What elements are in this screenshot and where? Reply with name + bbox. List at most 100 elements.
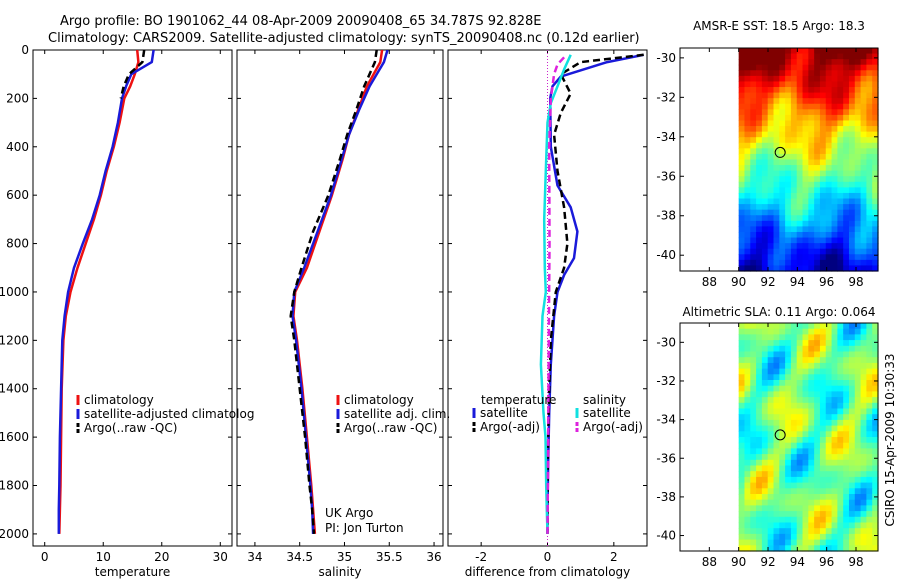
heatmap-cell <box>790 397 798 404</box>
heatmap-cell <box>756 425 763 432</box>
heatmap-cell <box>872 142 879 149</box>
heatmap-cell <box>843 265 850 272</box>
heatmap-cell <box>854 148 862 155</box>
heatmap-cell <box>848 64 856 71</box>
heatmap-cell <box>854 533 862 541</box>
heatmap-cell <box>848 391 856 398</box>
heatmap-cell <box>767 402 775 410</box>
heatmap-cell <box>761 471 769 478</box>
heatmap-cell <box>779 511 786 518</box>
heatmap-cell <box>785 397 792 404</box>
heatmap-cell <box>837 209 844 216</box>
heatmap-cell <box>825 528 833 535</box>
heatmap-cell <box>819 511 827 518</box>
heatmap-cell <box>819 103 827 110</box>
heatmap-cell <box>750 126 757 133</box>
heatmap-cell <box>796 204 804 211</box>
heatmap-cell <box>738 385 746 392</box>
heatmap-cell <box>866 220 873 227</box>
heatmap-cell <box>814 391 821 398</box>
heatmap-cell <box>819 70 827 77</box>
heatmap-cell <box>808 488 815 495</box>
heatmap-cell <box>825 357 833 364</box>
heatmap-cell <box>831 539 838 546</box>
heatmap-cell <box>738 397 746 404</box>
heatmap-cell <box>796 482 804 489</box>
heatmap-cell <box>831 351 838 358</box>
heatmap-cell <box>756 192 763 200</box>
heatmap-cell <box>866 226 873 233</box>
heatmap-cell <box>790 81 798 88</box>
heatmap-cell <box>773 345 780 353</box>
heatmap-cell <box>872 334 879 341</box>
heatmap-cell <box>854 170 862 177</box>
heatmap-cell <box>767 465 775 472</box>
heatmap-cell <box>848 243 856 250</box>
heatmap-cell <box>796 131 804 138</box>
heatmap-cell <box>773 120 780 127</box>
heatmap-cell <box>744 254 751 261</box>
heatmap-cell <box>802 243 809 250</box>
heatmap-cell <box>761 165 769 172</box>
xtick-label: 20 <box>154 550 169 564</box>
heatmap-cell <box>872 397 879 404</box>
heatmap-cell <box>819 192 827 200</box>
heatmap-cell <box>825 545 833 552</box>
heatmap-cell <box>744 64 751 71</box>
heatmap-cell <box>738 357 746 364</box>
heatmap-cell <box>872 345 879 353</box>
heatmap-cell <box>843 81 850 88</box>
heatmap-cell <box>785 482 792 489</box>
heatmap-cell <box>750 153 757 161</box>
heatmap-cell <box>866 499 873 506</box>
heatmap-cell <box>854 109 862 116</box>
heatmap-cell <box>831 385 838 392</box>
heatmap-cell <box>744 533 751 541</box>
heatmap-cell <box>872 98 879 105</box>
heatmap-cell <box>750 75 757 83</box>
heatmap-cell <box>744 137 751 144</box>
heatmap-cell <box>848 48 856 55</box>
legend-salinity-1-label: satellite adj. clim. <box>344 407 450 421</box>
heatmap-cell <box>819 59 827 66</box>
heatmap-cell <box>819 109 827 116</box>
heatmap-cell <box>843 103 850 110</box>
heatmap-cell <box>750 431 757 438</box>
heatmap-cell <box>767 362 775 370</box>
heatmap-cell <box>814 192 821 200</box>
heatmap-cell <box>802 374 809 381</box>
heatmap-cell <box>761 81 769 88</box>
heatmap-cell <box>825 425 833 432</box>
heatmap-cell <box>814 471 821 478</box>
heatmap-cell <box>854 499 862 506</box>
heatmap-cell <box>843 425 850 432</box>
heatmap-cell <box>761 259 769 267</box>
heatmap-cell <box>790 198 798 205</box>
heatmap-cell <box>825 170 833 177</box>
heatmap-cell <box>819 126 827 133</box>
heatmap-cell <box>767 137 775 144</box>
heatmap-cell <box>750 176 757 183</box>
heatmap-cell <box>866 176 873 183</box>
heatmap-cell <box>843 59 850 66</box>
panel-sst-map: AMSR-E SST: 18.5 Argo: 18.388 90 92 94 96 98-… <box>656 19 879 289</box>
map-ytick-label: -34 <box>656 130 676 144</box>
heatmap-cell <box>773 81 780 88</box>
heatmap-cell <box>866 494 873 501</box>
heatmap-cell <box>808 187 815 194</box>
heatmap-cell <box>831 437 838 444</box>
heatmap-cell <box>831 528 838 535</box>
heatmap-cell <box>831 131 838 138</box>
heatmap-cell <box>848 137 856 144</box>
heatmap-cell <box>843 237 850 244</box>
heatmap-cell <box>773 482 780 489</box>
heatmap-cell <box>761 362 769 370</box>
heatmap-cell <box>779 334 786 341</box>
heatmap-cell <box>866 351 873 358</box>
heatmap-cell <box>825 465 833 472</box>
heatmap-cell <box>779 448 786 455</box>
heatmap-cell <box>825 368 833 375</box>
heatmap-cell <box>866 48 873 55</box>
heatmap-cell <box>744 425 751 432</box>
heatmap-cell <box>872 204 879 211</box>
